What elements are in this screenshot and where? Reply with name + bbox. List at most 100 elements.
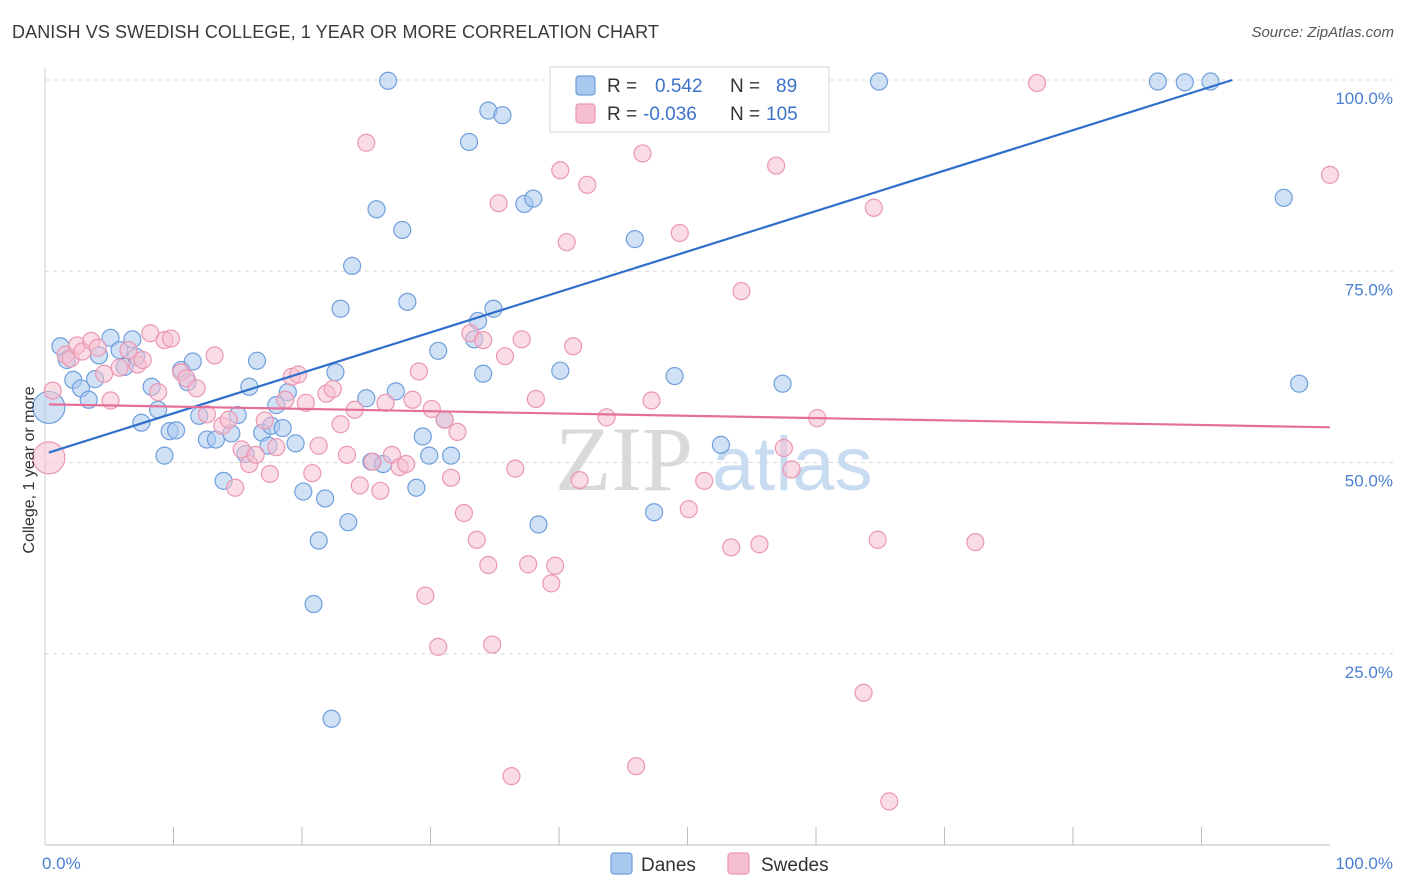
point-danes-76: [711, 435, 731, 455]
point-danes-44: [331, 299, 350, 318]
point-swedes-8: [95, 364, 114, 383]
x-tick-label-left: 0.0%: [42, 854, 81, 873]
point-swedes-1: [43, 381, 62, 400]
point-swedes-94: [864, 198, 883, 217]
point-swedes-62: [474, 331, 493, 350]
point-swedes-78: [578, 175, 597, 194]
point-swedes-74: [551, 161, 570, 180]
x-tick-label-right: 100.0%: [1335, 854, 1393, 873]
point-danes-43: [326, 363, 345, 382]
point-swedes-51: [403, 390, 422, 409]
point-swedes-10: [110, 358, 129, 377]
point-swedes-96: [880, 792, 899, 811]
point-swedes-21: [197, 405, 217, 424]
point-danes-37: [286, 434, 305, 453]
legend-n-label-swedes: N =: [730, 104, 760, 125]
point-swedes-79: [597, 408, 616, 427]
point-swedes-97: [966, 532, 985, 552]
point-danes-67: [493, 106, 512, 125]
bottom-legend-label-danes: Danes: [641, 855, 696, 876]
point-swedes-30: [260, 464, 279, 484]
point-swedes-98: [1027, 73, 1047, 93]
y-tick-labels: 100.0% 75.0% 50.0% 25.0%: [1335, 89, 1393, 682]
point-swedes-15: [148, 383, 168, 402]
trend-line-swedes: [48, 403, 1331, 429]
y-tick-label-2: 50.0%: [1345, 472, 1393, 491]
point-danes-75: [665, 366, 684, 386]
legend-n-label-danes: N =: [730, 76, 760, 97]
point-swedes-25: [226, 478, 245, 497]
point-swedes-37: [309, 436, 328, 455]
point-swedes-11: [119, 340, 138, 360]
point-swedes-93: [854, 683, 873, 702]
point-swedes-20: [187, 379, 206, 398]
y-tick-label-0: 100.0%: [1335, 89, 1393, 108]
point-danes-51: [378, 71, 398, 90]
point-danes-61: [459, 132, 479, 152]
point-swedes-83: [670, 223, 689, 243]
point-swedes-91: [782, 460, 801, 479]
point-swedes-32: [276, 390, 295, 409]
point-swedes-95: [868, 530, 887, 549]
point-danes-56: [413, 427, 432, 446]
point-swedes-85: [695, 471, 714, 490]
point-danes-38: [294, 482, 313, 501]
bottom-legend-label-swedes: Swedes: [761, 855, 829, 876]
point-swedes-88: [750, 535, 769, 554]
point-danes-70: [529, 515, 548, 534]
point-swedes-77: [570, 470, 589, 490]
bottom-legend-swatch-danes: [610, 852, 633, 875]
point-swedes-59: [454, 503, 474, 523]
point-swedes-82: [642, 391, 661, 410]
point-swedes-99: [1320, 165, 1340, 184]
point-danes-84: [1274, 188, 1293, 207]
trend-lines: [48, 78, 1331, 454]
point-swedes-43: [350, 476, 369, 495]
point-swedes-56: [435, 410, 454, 429]
point-danes-40: [309, 531, 328, 550]
point-danes-80: [869, 72, 889, 91]
point-swedes-90: [774, 438, 793, 458]
point-swedes-53: [416, 586, 435, 605]
watermark-zip: ZIP: [555, 408, 693, 510]
point-swedes-89: [767, 156, 786, 175]
point-swedes-65: [489, 194, 508, 213]
point-swedes-61: [467, 530, 486, 549]
point-swedes-54: [422, 399, 441, 419]
legend-r-value-danes: 0.542: [655, 76, 703, 97]
point-swedes-35: [296, 393, 315, 412]
point-swedes-80: [626, 757, 646, 776]
point-danes-60: [441, 446, 461, 465]
point-danes-69: [524, 189, 543, 208]
legend-r-value-swedes: -0.036: [643, 104, 697, 125]
point-swedes-46: [371, 481, 390, 500]
trend-line-danes: [48, 78, 1233, 454]
point-danes-46: [343, 256, 362, 275]
point-danes-42: [322, 709, 341, 728]
point-danes-58: [429, 341, 448, 360]
point-swedes-66: [495, 347, 515, 366]
point-danes-8: [101, 328, 120, 347]
point-swedes-29: [255, 411, 274, 430]
point-danes-71: [551, 361, 570, 380]
point-swedes-63: [479, 555, 498, 575]
point-swedes-67: [502, 767, 521, 786]
point-danes-53: [393, 220, 412, 240]
x-tick-labels: 0.0% 100.0%: [42, 854, 1393, 873]
point-swedes-47: [376, 393, 395, 412]
point-swedes-40: [331, 415, 350, 434]
point-swedes-70: [519, 555, 538, 574]
point-swedes-50: [396, 454, 416, 474]
point-swedes-68: [506, 459, 525, 478]
point-swedes-41: [337, 445, 357, 464]
y-tick-label-1: 75.0%: [1345, 280, 1393, 299]
point-swedes-87: [732, 282, 751, 301]
point-swedes-58: [448, 422, 467, 441]
legend-r-label-swedes: R =: [607, 104, 637, 125]
point-swedes-7: [88, 338, 107, 357]
point-swedes-31: [267, 438, 286, 457]
point-swedes-52: [409, 362, 429, 381]
point-swedes-13: [133, 350, 152, 370]
point-swedes-55: [429, 637, 448, 656]
point-danes-81: [1148, 72, 1167, 91]
